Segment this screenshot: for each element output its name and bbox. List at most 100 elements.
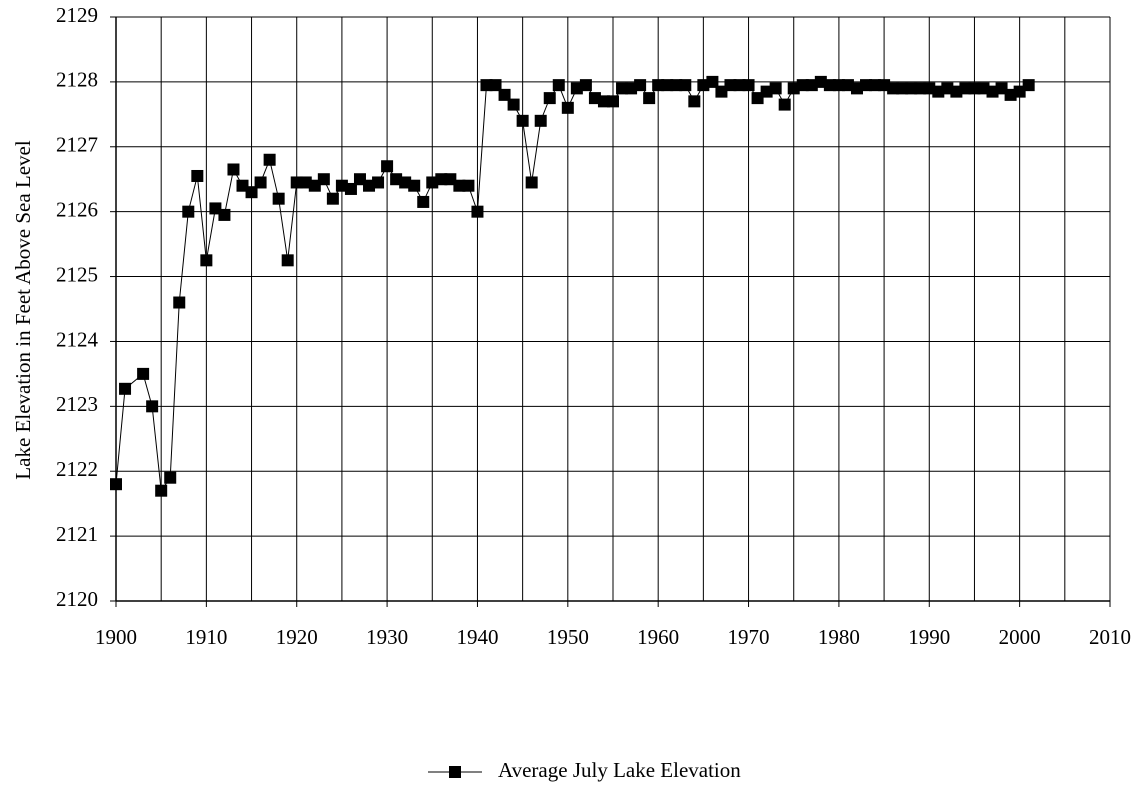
- marker: [263, 153, 276, 166]
- marker: [769, 82, 782, 95]
- marker: [733, 79, 746, 92]
- marker: [200, 254, 213, 267]
- marker: [751, 92, 764, 105]
- marker: [326, 192, 339, 205]
- marker: [625, 82, 638, 95]
- y-tick-label: 2128: [56, 68, 98, 92]
- y-tick-label: 2121: [56, 522, 98, 546]
- marker: [335, 179, 348, 192]
- marker: [155, 484, 168, 497]
- marker: [561, 101, 574, 114]
- marker: [977, 82, 990, 95]
- marker: [887, 82, 900, 95]
- y-tick-label: 2123: [56, 392, 98, 416]
- y-axis-label: Lake Elevation in Feet Above Sea Level: [11, 140, 35, 480]
- x-tick-label: 1900: [95, 625, 137, 649]
- marker: [290, 176, 303, 189]
- marker: [950, 85, 963, 98]
- marker: [923, 82, 936, 95]
- x-tick-label: 1940: [456, 625, 498, 649]
- x-tick-label: 1950: [547, 625, 589, 649]
- x-tick-label: 1960: [637, 625, 679, 649]
- x-tick-label: 1970: [728, 625, 770, 649]
- marker: [1022, 79, 1035, 92]
- marker: [652, 79, 665, 92]
- marker: [363, 179, 376, 192]
- marker: [489, 79, 502, 92]
- marker: [688, 95, 701, 108]
- marker: [218, 208, 231, 221]
- legend-label: Average July Lake Elevation: [498, 758, 741, 782]
- marker: [417, 195, 430, 208]
- y-tick-label: 2129: [56, 3, 98, 27]
- marker: [860, 79, 873, 92]
- marker: [462, 179, 475, 192]
- marker: [534, 114, 547, 127]
- marker: [878, 79, 891, 92]
- marker: [299, 176, 312, 189]
- marker: [1004, 88, 1017, 101]
- marker: [814, 75, 827, 88]
- marker: [570, 82, 583, 95]
- y-tick-label: 2126: [56, 197, 98, 221]
- marker: [787, 82, 800, 95]
- marker: [552, 79, 565, 92]
- marker: [616, 82, 629, 95]
- marker: [272, 192, 285, 205]
- marker: [110, 478, 122, 491]
- marker: [245, 186, 258, 199]
- marker: [643, 92, 656, 105]
- marker: [281, 254, 294, 267]
- marker: [453, 179, 466, 192]
- marker: [399, 176, 412, 189]
- y-tick-label: 2125: [56, 262, 98, 286]
- marker: [426, 176, 439, 189]
- marker: [941, 82, 954, 95]
- marker: [191, 169, 204, 182]
- legend-marker: [449, 766, 461, 778]
- marker: [968, 82, 981, 95]
- marker: [995, 82, 1008, 95]
- marker: [579, 79, 592, 92]
- x-tick-label: 1910: [185, 625, 227, 649]
- marker: [986, 85, 999, 98]
- marker: [480, 79, 493, 92]
- marker: [850, 82, 863, 95]
- marker: [670, 79, 683, 92]
- x-tick-label: 1990: [908, 625, 950, 649]
- marker: [905, 82, 918, 95]
- marker: [507, 98, 520, 111]
- marker: [742, 79, 755, 92]
- marker: [778, 98, 791, 111]
- marker: [697, 79, 710, 92]
- marker: [914, 82, 927, 95]
- marker: [435, 173, 448, 186]
- marker: [841, 79, 854, 92]
- marker: [832, 79, 845, 92]
- marker: [597, 95, 610, 108]
- marker: [823, 79, 836, 92]
- x-tick-label: 1920: [276, 625, 318, 649]
- marker: [679, 79, 692, 92]
- marker: [634, 79, 647, 92]
- marker: [182, 205, 195, 218]
- y-tick-label: 2122: [56, 457, 98, 481]
- marker: [137, 367, 150, 380]
- marker: [164, 471, 177, 484]
- marker: [173, 296, 186, 309]
- marker: [408, 179, 421, 192]
- marker: [146, 400, 159, 413]
- marker: [715, 85, 728, 98]
- marker: [706, 75, 719, 88]
- marker: [498, 88, 511, 101]
- x-tick-label: 1930: [366, 625, 408, 649]
- marker: [796, 79, 809, 92]
- y-tick-label: 2127: [56, 133, 98, 157]
- marker: [959, 82, 972, 95]
- marker: [308, 179, 321, 192]
- marker: [381, 160, 394, 173]
- marker: [317, 173, 330, 186]
- marker: [805, 79, 818, 92]
- marker: [254, 176, 267, 189]
- marker: [661, 79, 674, 92]
